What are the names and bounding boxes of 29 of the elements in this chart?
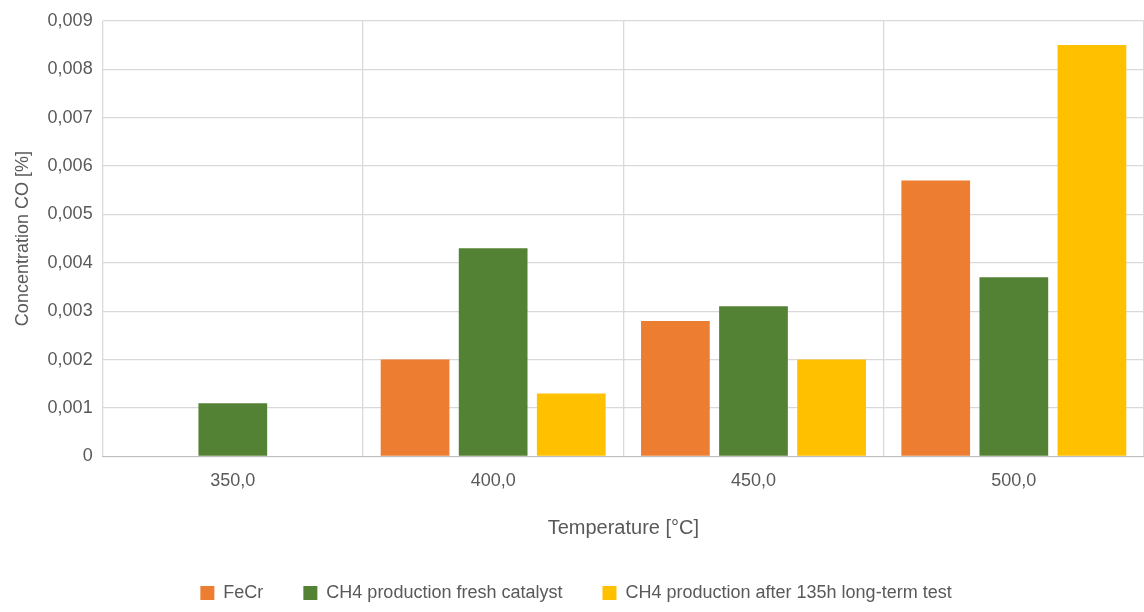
legend-label: FeCr: [223, 581, 264, 602]
bar: [797, 359, 866, 456]
bar: [1057, 45, 1127, 456]
x-tick-label: 450,0: [730, 470, 777, 491]
y-tick-label: 0,009: [47, 9, 93, 30]
y-tick-label: 0: [82, 445, 93, 466]
y-tick-label: 0,001: [47, 396, 93, 417]
y-tick-label: 0,007: [47, 106, 93, 127]
x-tick-label: 500,0: [991, 470, 1037, 491]
x-tick-label: 400,0: [470, 470, 516, 491]
bar: [536, 393, 606, 456]
y-tick-label: 0,003: [47, 300, 93, 321]
y-tick-label: 0,005: [47, 203, 93, 224]
y-tick-label: 0,006: [47, 154, 93, 175]
y-tick-label: 0,004: [47, 251, 93, 272]
y-tick-label: 0,002: [47, 348, 93, 369]
bar: [719, 306, 788, 456]
y-tick-label: 0,008: [47, 58, 93, 79]
x-axis-title: Temperature [°C]: [547, 515, 700, 538]
bar: [380, 359, 450, 456]
x-tick-label: 350,0: [210, 470, 256, 491]
bar: [458, 248, 528, 456]
bar: [979, 277, 1049, 456]
y-axis-title: Concentration CO [%]: [11, 151, 32, 327]
bar: [198, 403, 268, 456]
legend-label: CH4 production after 135h long-term test: [625, 581, 952, 602]
legend-label: CH4 production fresh catalyst: [326, 581, 563, 602]
bar: [641, 320, 710, 456]
bar: [901, 180, 971, 456]
